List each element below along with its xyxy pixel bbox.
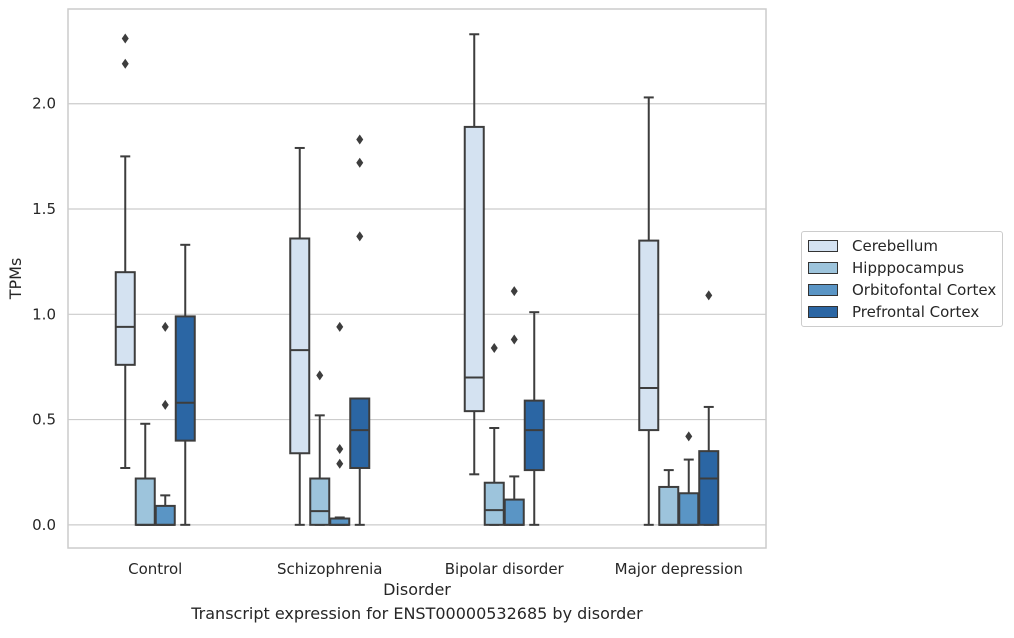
x-tick-label: Major depression <box>615 560 743 578</box>
x-tick-label: Bipolar disorder <box>445 560 565 578</box>
outlier-point <box>161 399 169 410</box>
legend-item-orbitofrontal-cortex: Orbitofontal Cortex <box>808 280 996 300</box>
outlier-point <box>336 458 344 469</box>
legend-swatch <box>808 240 838 252</box>
box <box>463 125 485 413</box>
series-hipppocampus <box>134 342 680 526</box>
outlier-point <box>336 444 344 455</box>
x-tick-label: Schizophrenia <box>277 560 382 578</box>
outlier-point <box>510 286 518 297</box>
box <box>349 397 371 469</box>
y-axis-label: TPMs <box>6 258 25 301</box>
outlier-point <box>121 33 129 44</box>
box <box>154 504 176 526</box>
legend-swatch <box>808 306 838 318</box>
legend: Cerebellum Hipppocampus Orbitofontal Cor… <box>801 231 1003 327</box>
grid-layer <box>68 103 766 526</box>
outlier-point <box>510 334 518 345</box>
outlier-point <box>356 157 364 168</box>
legend-label: Orbitofontal Cortex <box>852 281 997 299</box>
box <box>114 271 136 366</box>
outlier-point <box>490 342 498 353</box>
legend-swatch <box>808 284 838 296</box>
box <box>638 239 660 432</box>
x-tick-label: Control <box>128 560 182 578</box>
ticks-layer: 0.0 0.5 1.0 1.5 2.0 Control Schizophrenia Bipol… <box>32 95 743 578</box>
figure-caption: Transcript expression for ENST0000053268… <box>191 604 643 623</box>
box <box>698 450 720 526</box>
y-tick-label: 0.5 <box>32 411 56 429</box>
series-prefrontal-cortex <box>174 134 720 526</box>
series-cerebellum <box>114 33 660 526</box>
outlier-point <box>685 431 693 442</box>
legend-swatch <box>808 262 838 274</box>
marks-layer <box>114 33 720 526</box>
y-tick-label: 2.0 <box>32 95 56 113</box>
outlier-point <box>161 321 169 332</box>
y-tick-label: 1.0 <box>32 305 56 323</box>
box <box>134 477 156 526</box>
box <box>523 399 545 472</box>
legend-label: Prefrontal Cortex <box>852 303 980 321</box>
box <box>678 492 700 526</box>
outlier-point <box>356 134 364 145</box>
box <box>503 498 525 526</box>
legend-label: Hipppocampus <box>852 259 965 277</box>
box <box>483 481 505 526</box>
plot-frame <box>67 8 767 549</box>
y-tick-label: 0.0 <box>32 516 56 534</box>
legend-item-cerebellum: Cerebellum <box>808 236 938 256</box>
outlier-point <box>705 290 713 301</box>
outlier-point <box>356 231 364 242</box>
outlier-point <box>336 321 344 332</box>
box <box>658 485 680 526</box>
legend-item-hippocampus: Hipppocampus <box>808 258 964 278</box>
x-axis-label: Disorder <box>383 580 451 599</box>
outlier-point <box>316 370 324 381</box>
legend-item-prefrontal-cortex: Prefrontal Cortex <box>808 302 979 322</box>
box <box>289 237 311 455</box>
legend-label: Cerebellum <box>852 237 938 255</box>
box <box>309 477 331 526</box>
y-tick-label: 1.5 <box>32 200 56 218</box>
series-orbitofontal-cortex <box>154 286 700 526</box>
outlier-point <box>121 58 129 69</box>
box <box>174 315 196 442</box>
